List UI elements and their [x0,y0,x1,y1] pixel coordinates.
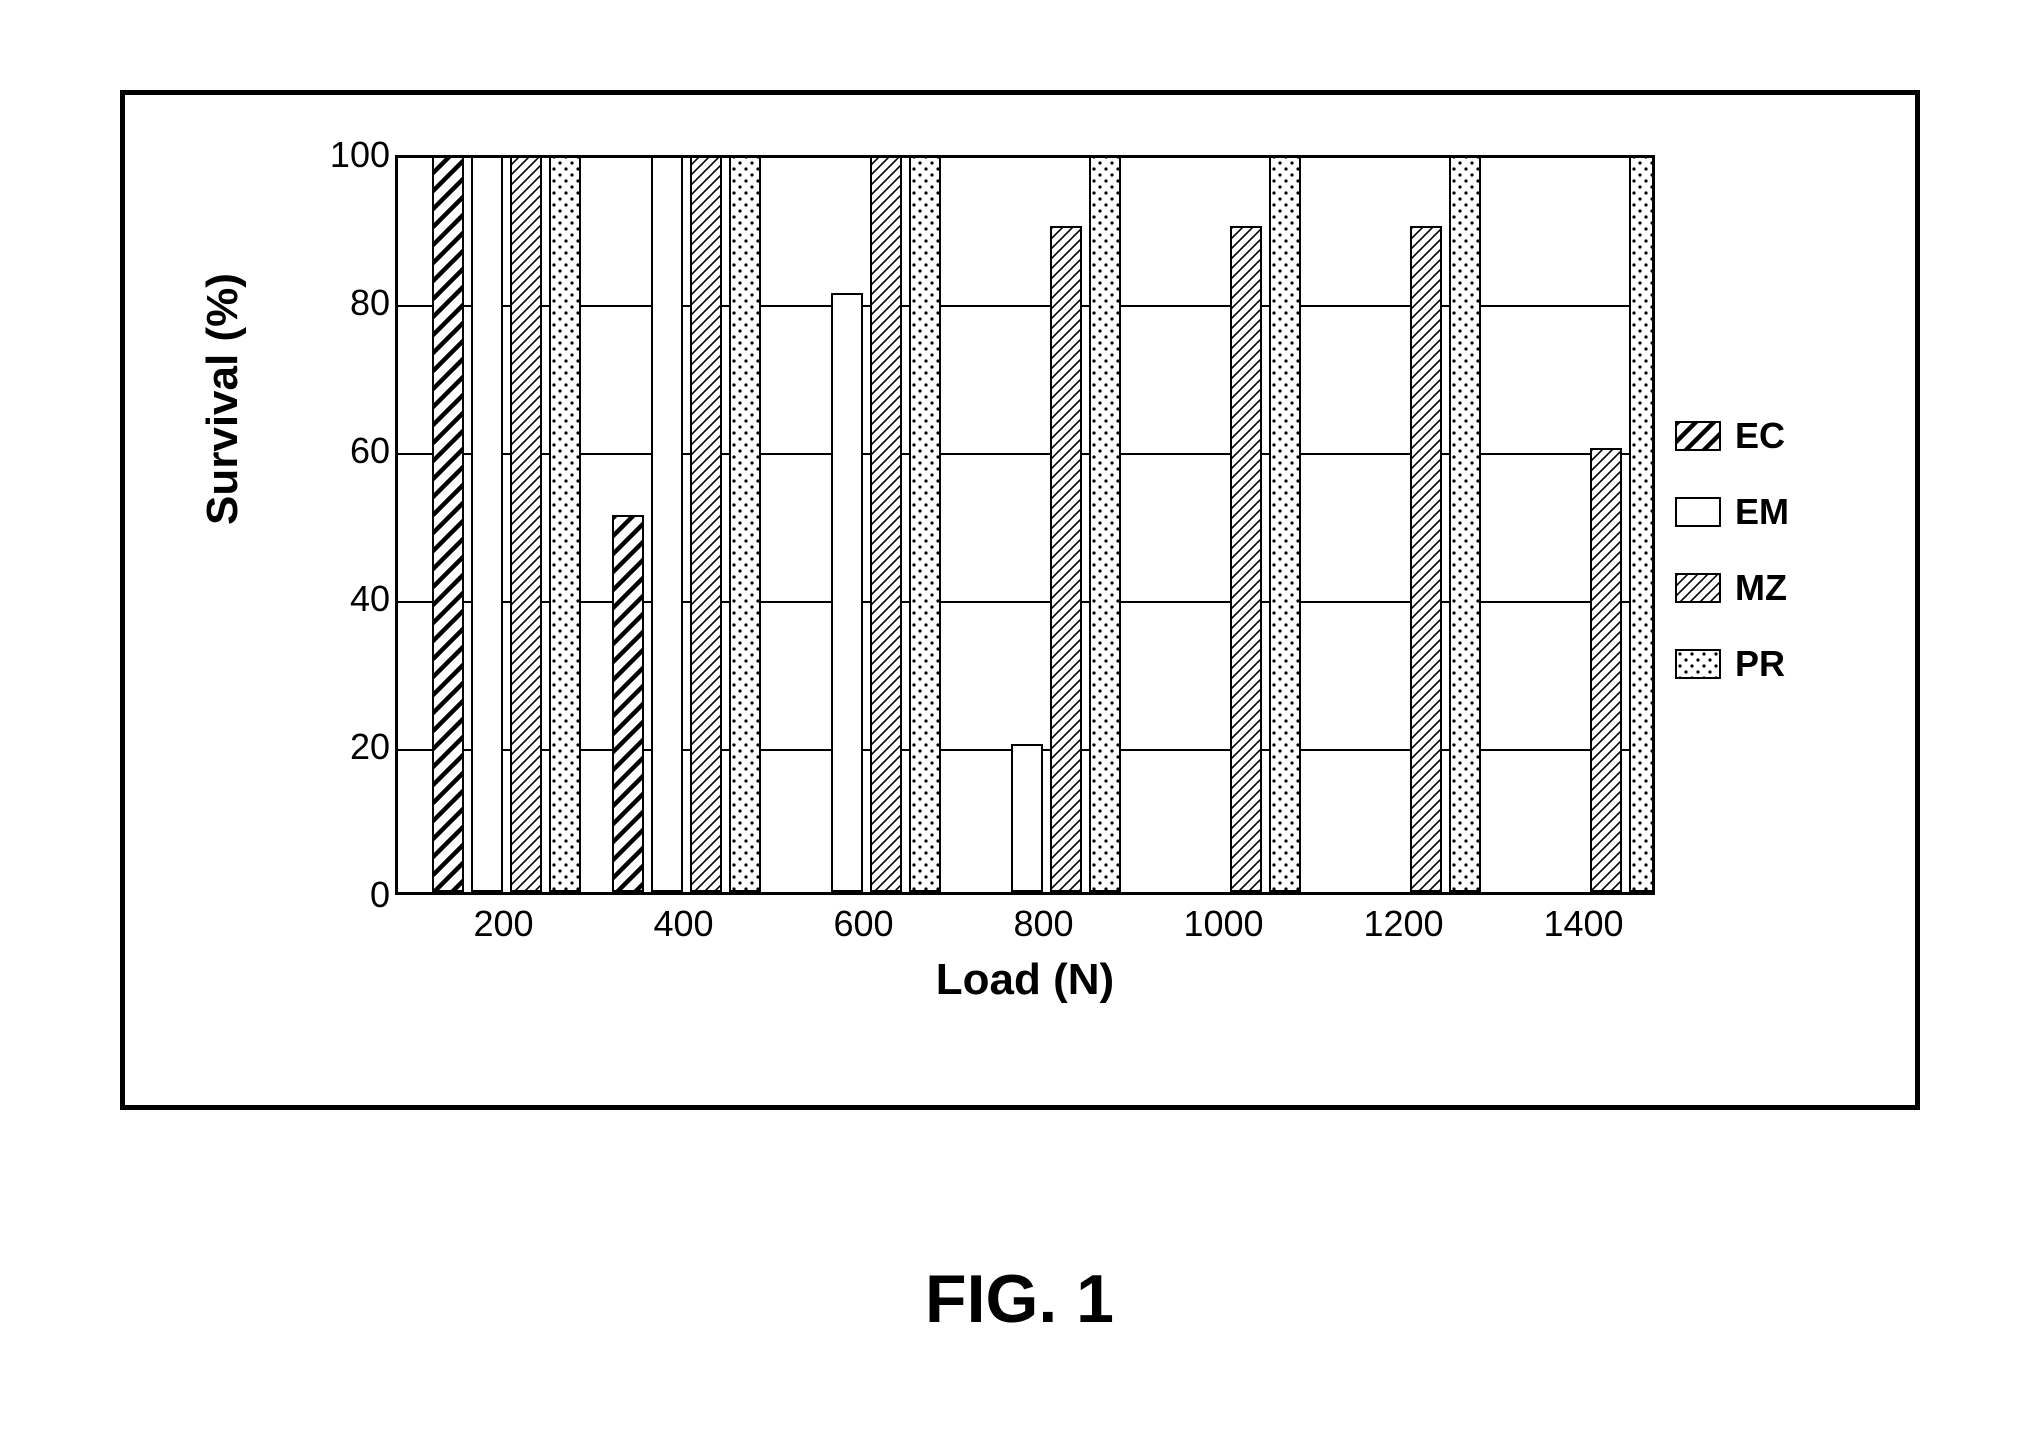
legend-swatch [1675,497,1721,527]
bar-EM [651,155,683,892]
legend-label: EM [1735,491,1789,533]
bar-EM [1011,744,1043,892]
legend-label: MZ [1735,567,1787,609]
bar-EM [471,155,503,892]
legend-swatch [1675,649,1721,679]
legend-swatch [1675,573,1721,603]
ytick-label: 80 [350,282,390,324]
x-axis-title: Load (N) [395,955,1655,1005]
bar-PR [729,155,761,892]
ytick-label: 0 [370,874,390,916]
legend-item-EC: EC [1675,415,1789,457]
legend-item-MZ: MZ [1675,567,1789,609]
legend-item-EM: EM [1675,491,1789,533]
bar-MZ [510,155,542,892]
bar-MZ [1410,226,1442,892]
bar-PR [1089,155,1121,892]
bar-MZ [1230,226,1262,892]
bar-EM [831,293,863,892]
legend-item-PR: PR [1675,643,1789,685]
bar-PR [1269,155,1301,892]
xtick-label: 600 [833,903,893,945]
bar-MZ [690,155,722,892]
chart-outer-frame: Survival (%) Load (N) 0 20 40 60 80 100 200 40… [120,90,1920,1110]
legend: EC EM MZ PR [1675,415,1789,719]
y-axis-title: Survival (%) [198,273,248,525]
ytick-label: 40 [350,578,390,620]
xtick-label: 400 [653,903,713,945]
bar-MZ [1590,448,1622,892]
bar-PR [1449,155,1481,892]
bar-PR [909,155,941,892]
legend-swatch [1675,421,1721,451]
bar-MZ [1050,226,1082,892]
ytick-label: 20 [350,726,390,768]
bar-EC [612,515,644,892]
plot-box [395,155,1655,895]
xtick-label: 1400 [1543,903,1623,945]
xtick-label: 1000 [1183,903,1263,945]
legend-label: EC [1735,415,1785,457]
ytick-label: 100 [330,134,390,176]
legend-label: PR [1735,643,1785,685]
bar-PR [1629,155,1655,892]
xtick-label: 800 [1013,903,1073,945]
xtick-label: 1200 [1363,903,1443,945]
xtick-label: 200 [473,903,533,945]
bar-PR [549,155,581,892]
chart-area: Survival (%) Load (N) 020406080100 20040… [215,135,1915,1035]
ytick-label: 60 [350,430,390,472]
figure-caption: FIG. 1 [0,1260,2039,1338]
bar-MZ [870,155,902,892]
bar-EC [432,155,464,892]
